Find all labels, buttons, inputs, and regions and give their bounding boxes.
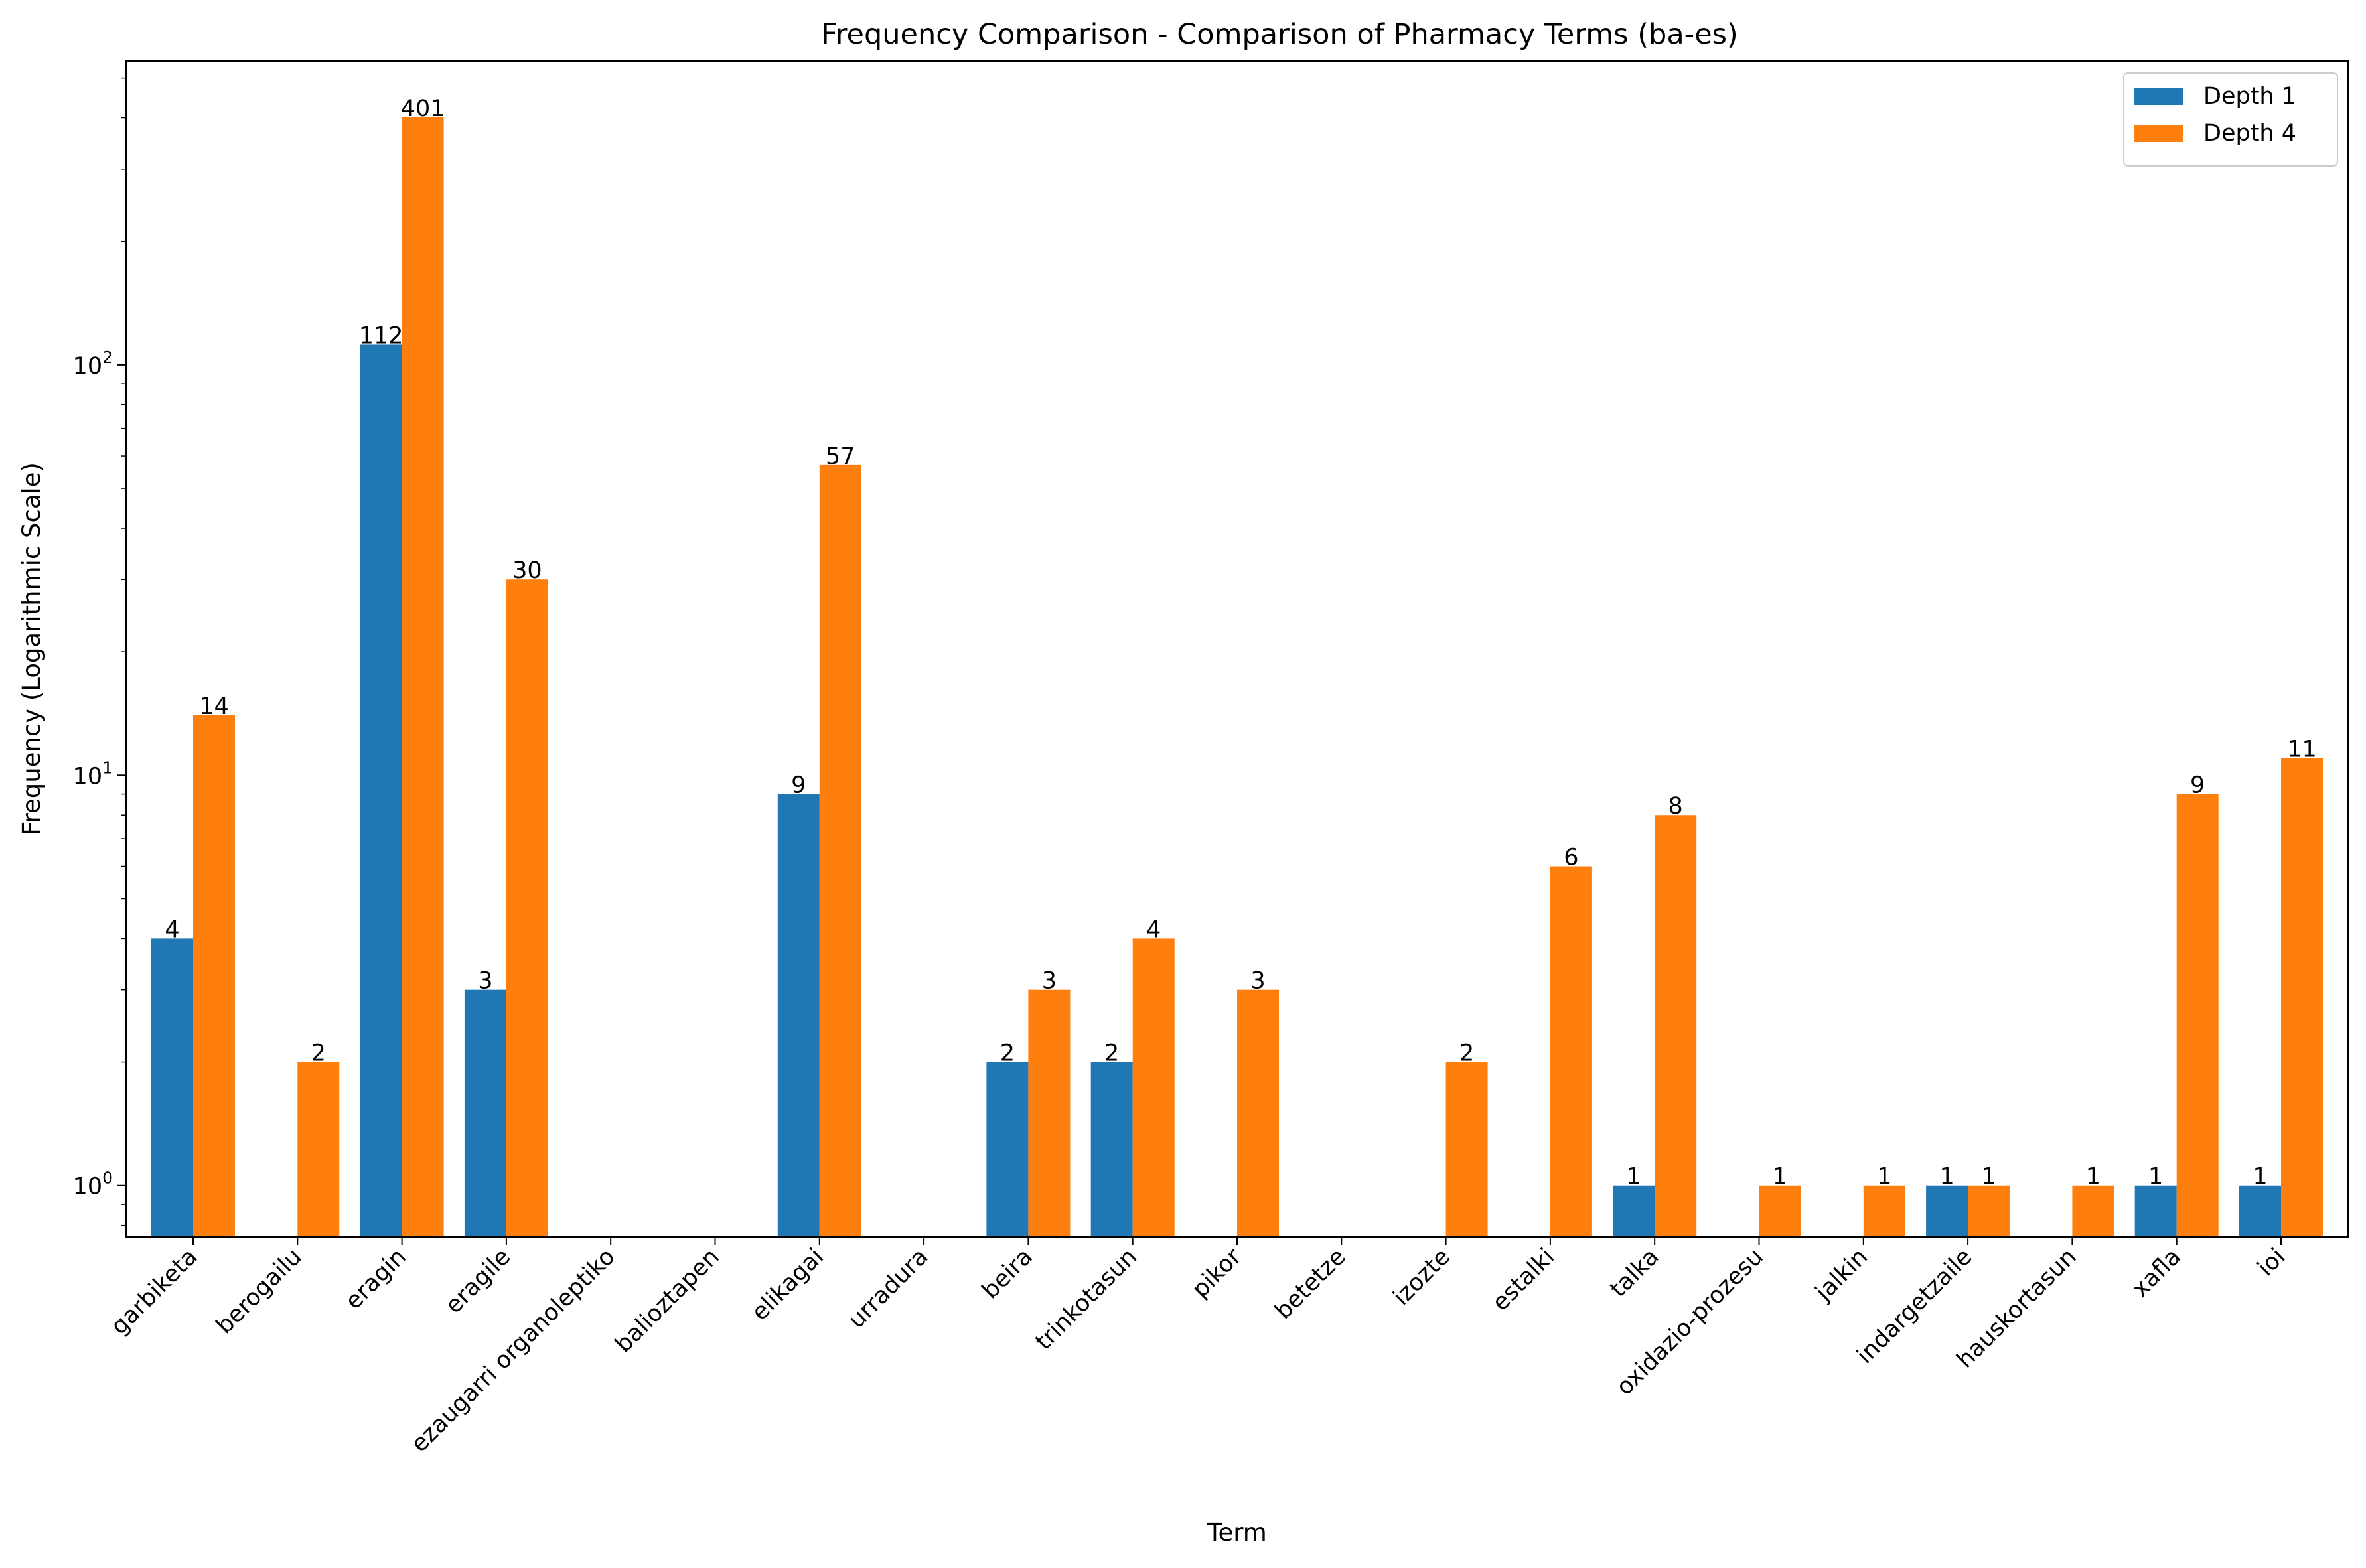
x-tick-label: ioi <box>2253 1244 2290 1281</box>
x-tick-label: trinkotasun <box>1031 1244 1142 1355</box>
data-label: 401 <box>401 96 445 122</box>
bar-depth-1-6 <box>777 794 820 1237</box>
y-axis-label: Frequency (Logarithmic Scale) <box>17 463 46 835</box>
legend-label: Depth 1 <box>2203 83 2296 109</box>
bar-depth-1-19 <box>2134 1185 2177 1237</box>
x-tick-label: berogailu <box>211 1244 307 1339</box>
y-tick-label: 102 <box>73 348 113 380</box>
bar-depth-4-9 <box>1132 938 1175 1237</box>
legend: Depth 1 Depth 4 <box>2123 72 2338 167</box>
data-label: 3 <box>1042 968 1057 995</box>
bar-depth-4-12 <box>1445 1062 1488 1237</box>
x-tick-label: balioztapen <box>610 1244 725 1358</box>
bar-depth-4-15 <box>1759 1185 1801 1237</box>
data-label: 1 <box>1877 1164 1891 1190</box>
data-label: 11 <box>2287 737 2317 763</box>
data-label: 1 <box>1773 1164 1787 1190</box>
x-tick-label: urradura <box>844 1244 934 1334</box>
data-label: 2 <box>1104 1040 1119 1067</box>
bar-depth-1-20 <box>2239 1185 2281 1237</box>
x-tick-label: beira <box>977 1244 1037 1304</box>
y-tick-label: 101 <box>73 758 113 790</box>
x-tick-label: betetze <box>1270 1244 1351 1324</box>
x-tick-label: xafla <box>2127 1244 2186 1303</box>
bar-depth-4-6 <box>819 464 861 1237</box>
data-label: 9 <box>791 772 806 799</box>
bar-depth-4-8 <box>1028 989 1071 1237</box>
bar-depth-4-10 <box>1237 989 1279 1237</box>
data-label: 14 <box>199 693 229 720</box>
data-label: 1 <box>1627 1164 1641 1190</box>
bar-depth-4-20 <box>2281 758 2323 1237</box>
x-tick-label: estalki <box>1487 1244 1560 1316</box>
y-tick-label: 100 <box>73 1169 113 1200</box>
data-label: 2 <box>1459 1040 1474 1067</box>
bar-depth-1-14 <box>1613 1185 1655 1237</box>
legend-swatch <box>2134 88 2183 105</box>
data-label: 4 <box>165 916 179 943</box>
chart-title: Frequency Comparison - Comparison of Pha… <box>821 18 1738 51</box>
bar-depth-4-16 <box>1863 1185 1905 1237</box>
bar-depth-4-3 <box>506 579 548 1237</box>
data-label: 1 <box>2253 1164 2267 1190</box>
data-label: 112 <box>359 322 404 349</box>
bar-depth-4-2 <box>402 117 444 1238</box>
x-tick-label: izozte <box>1388 1244 1455 1311</box>
data-label: 6 <box>1564 845 1578 871</box>
bar-depth-1-0 <box>151 938 193 1237</box>
bar-depth-4-14 <box>1655 815 1697 1237</box>
data-label: 57 <box>826 443 855 470</box>
x-tick-label: ezaugarri organoleptiko <box>406 1244 620 1457</box>
bar-depth-4-17 <box>1968 1185 2010 1237</box>
x-tick-label: jalkin <box>1810 1244 1873 1307</box>
x-tick-label: pikor <box>1187 1244 1247 1303</box>
bar-depth-1-3 <box>464 989 506 1237</box>
legend-label: Depth 4 <box>2203 120 2296 147</box>
data-label: 2 <box>1000 1040 1015 1067</box>
data-label: 30 <box>512 557 542 584</box>
data-label: 9 <box>2190 772 2205 799</box>
bar-depth-1-8 <box>986 1062 1029 1237</box>
bar-depth-4-19 <box>2176 794 2219 1237</box>
data-label: 8 <box>1668 793 1683 820</box>
x-tick-label: elikagai <box>747 1244 829 1326</box>
data-label: 1 <box>2086 1164 2101 1190</box>
x-tick-label: eragin <box>340 1244 411 1315</box>
plot-frame <box>125 60 2349 1238</box>
x-tick-label: talka <box>1605 1244 1664 1303</box>
x-tick-label: eragile <box>441 1244 516 1319</box>
bar-depth-4-0 <box>193 715 235 1237</box>
bar-depth-1-17 <box>1926 1185 1968 1237</box>
data-label: 1 <box>2148 1164 2163 1190</box>
data-label: 3 <box>1250 968 1265 995</box>
data-label: 2 <box>311 1040 326 1067</box>
data-label: 4 <box>1146 916 1161 943</box>
bar-depth-4-13 <box>1550 866 1592 1237</box>
x-axis-label: Term <box>1207 1518 1267 1547</box>
data-label: 3 <box>478 968 492 995</box>
bar-depth-1-9 <box>1090 1062 1133 1237</box>
bar-depth-4-1 <box>297 1062 340 1237</box>
bar-depth-1-2 <box>360 344 402 1238</box>
data-label: 1 <box>1939 1164 1954 1190</box>
data-label: 1 <box>1981 1164 1996 1190</box>
bar-depth-4-18 <box>2072 1185 2114 1237</box>
x-tick-label: garbiketa <box>106 1244 202 1340</box>
legend-swatch <box>2134 125 2183 142</box>
